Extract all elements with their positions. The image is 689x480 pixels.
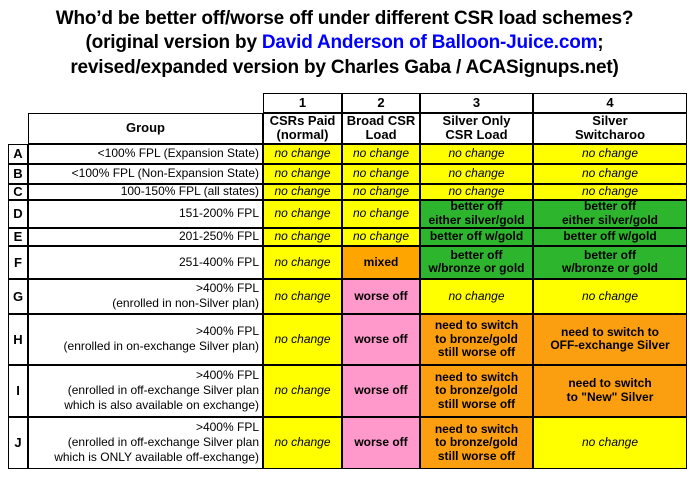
cell-D-1: no change xyxy=(263,199,342,228)
cell-E-2: no change xyxy=(342,227,420,246)
cell-A-3: no change xyxy=(420,143,533,164)
group-label-D: 151-200% FPL xyxy=(28,199,263,228)
cell-F-4: better off w/bronze or gold xyxy=(533,245,687,279)
row-letter-G: G xyxy=(8,278,28,314)
row-letter-B: B xyxy=(8,163,28,184)
cell-F-2: mixed xyxy=(342,245,420,279)
cell-G-3: no change xyxy=(420,278,533,314)
cell-G-4: no change xyxy=(533,278,687,314)
cell-B-2: no change xyxy=(342,163,420,184)
group-label-A: <100% FPL (Expansion State) xyxy=(28,143,263,164)
cell-I-1: no change xyxy=(263,364,342,417)
csr-load-schemes-table: 1 2 3 4 Group CSRs Paid (normal) Broad CSR Loa… xyxy=(8,92,687,469)
cell-D-3: better off either silver/gold xyxy=(420,199,533,228)
column-number-2: 2 xyxy=(342,92,420,113)
group-label-I: >400% FPL (enrolled in off-exchange Silv… xyxy=(28,364,263,417)
cell-I-2: worse off xyxy=(342,364,420,417)
row-letter-A: A xyxy=(8,143,28,164)
group-label-E: 201-250% FPL xyxy=(28,227,263,246)
cell-H-3: need to switch to bronze/gold still wors… xyxy=(420,313,533,365)
title-line-2-suffix: ; xyxy=(597,32,604,54)
row-letter-I: I xyxy=(8,364,28,417)
cell-B-1: no change xyxy=(263,163,342,184)
column-header-4: Silver Switcharoo xyxy=(533,112,687,144)
cell-A-1: no change xyxy=(263,143,342,164)
column-number-4: 4 xyxy=(533,92,687,113)
group-label-G: >400% FPL (enrolled in non-Silver plan) xyxy=(28,278,263,314)
group-column-header: Group xyxy=(28,112,263,144)
group-label-J: >400% FPL (enrolled in off-exchange Silv… xyxy=(28,416,263,469)
cell-D-4: better off either silver/gold xyxy=(533,199,687,228)
cell-E-1: no change xyxy=(263,227,342,246)
cell-F-1: no change xyxy=(263,245,342,279)
cell-B-4: no change xyxy=(533,163,687,184)
row-letter-E: E xyxy=(8,227,28,246)
cell-J-4: no change xyxy=(533,416,687,469)
cell-H-1: no change xyxy=(263,313,342,365)
cell-F-3: better off w/bronze or gold xyxy=(420,245,533,279)
cell-J-3: need to switch to bronze/gold still wors… xyxy=(420,416,533,469)
cell-C-4: no change xyxy=(533,183,687,200)
column-header-2: Broad CSR Load xyxy=(342,112,420,144)
cell-H-4: need to switch to OFF-exchange Silver xyxy=(533,313,687,365)
column-number-1: 1 xyxy=(263,92,342,113)
chart-title: Who’d be better off/worse off under diff… xyxy=(0,0,689,80)
group-label-C: 100-150% FPL (all states) xyxy=(28,183,263,200)
column-header-3: Silver Only CSR Load xyxy=(420,112,533,144)
cell-E-4: better off w/gold xyxy=(533,227,687,246)
cell-A-2: no change xyxy=(342,143,420,164)
title-line-1: Who’d be better off/worse off under diff… xyxy=(55,8,634,29)
column-number-3: 3 xyxy=(420,92,533,113)
row-letter-F: F xyxy=(8,245,28,279)
cell-D-2: no change xyxy=(342,199,420,228)
title-line-2: (original version by David Anderson of B… xyxy=(0,31,689,55)
cell-C-1: no change xyxy=(263,183,342,200)
cell-G-2: worse off xyxy=(342,278,420,314)
balloon-juice-link[interactable]: David Anderson of Balloon-Juice.com xyxy=(261,32,598,54)
cell-J-1: no change xyxy=(263,416,342,469)
row-letter-D: D xyxy=(8,199,28,228)
column-header-1: CSRs Paid (normal) xyxy=(263,112,342,144)
cell-A-4: no change xyxy=(533,143,687,164)
row-letter-H: H xyxy=(8,313,28,365)
title-line-3: revised/expanded version by Charles Gaba… xyxy=(70,56,619,78)
cell-J-2: worse off xyxy=(342,416,420,469)
row-letter-J: J xyxy=(8,416,28,469)
cell-C-2: no change xyxy=(342,183,420,200)
cell-C-3: no change xyxy=(420,183,533,200)
group-label-F: 251-400% FPL xyxy=(28,245,263,279)
group-label-H: >400% FPL (enrolled in on-exchange Silve… xyxy=(28,313,263,365)
cell-G-1: no change xyxy=(263,278,342,314)
group-label-B: <100% FPL (Non-Expansion State) xyxy=(28,163,263,184)
row-letter-C: C xyxy=(8,183,28,200)
cell-B-3: no change xyxy=(420,163,533,184)
cell-I-4: need to switch to "New" Silver xyxy=(533,364,687,417)
cell-H-2: worse off xyxy=(342,313,420,365)
cell-I-3: need to switch to bronze/gold still wors… xyxy=(420,364,533,417)
cell-E-3: better off w/gold xyxy=(420,227,533,246)
title-line-2-prefix: (original version by xyxy=(85,32,262,54)
